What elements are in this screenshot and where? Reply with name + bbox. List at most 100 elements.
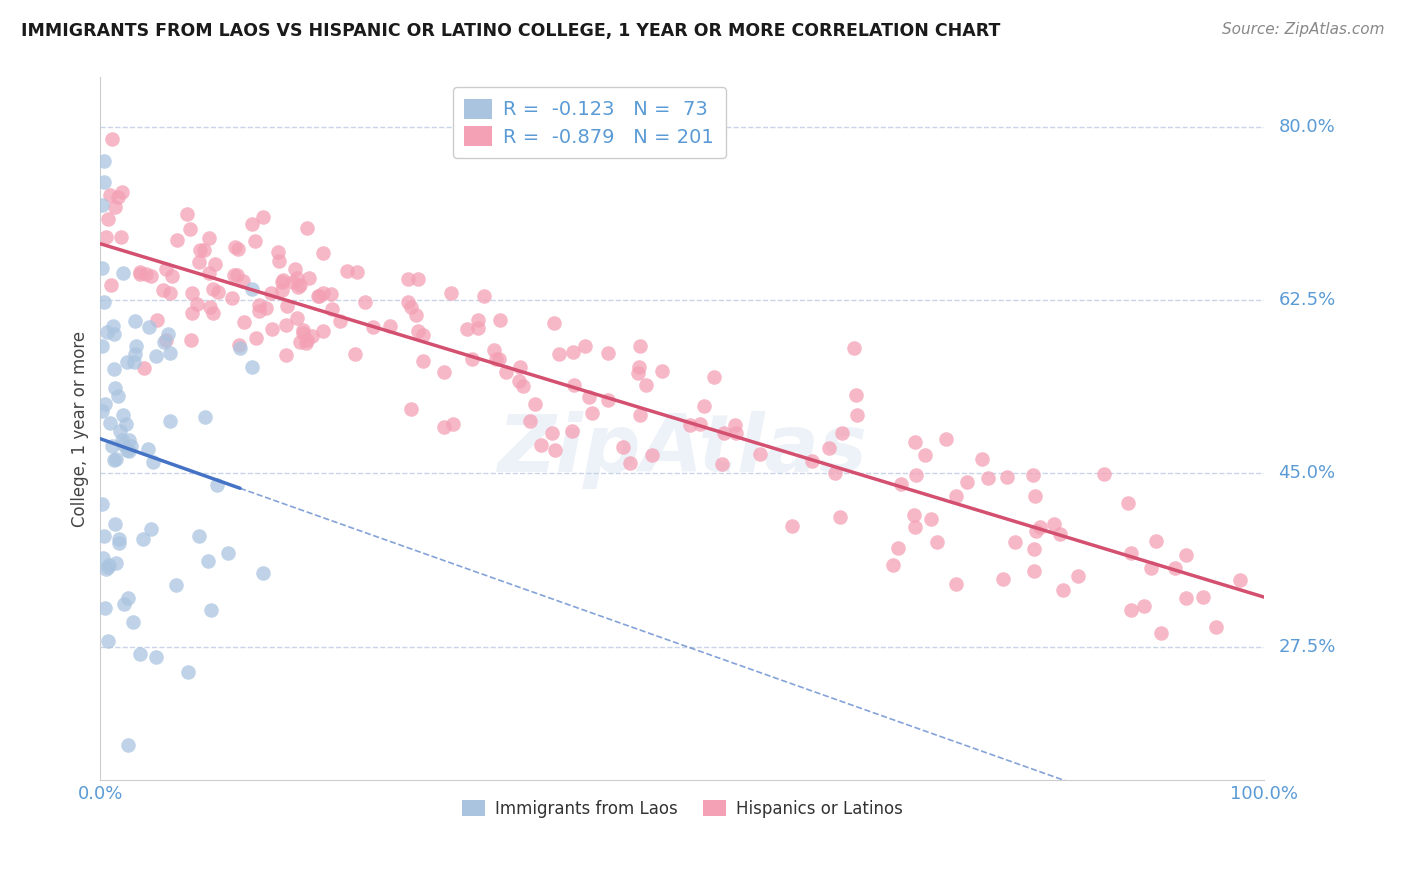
Point xyxy=(129,648,152,662)
Point xyxy=(112,597,135,611)
Point xyxy=(100,131,122,145)
Point xyxy=(180,334,202,348)
Point xyxy=(530,438,553,452)
Point xyxy=(139,522,162,536)
Point xyxy=(628,359,651,374)
Legend: Immigrants from Laos, Hispanics or Latinos: Immigrants from Laos, Hispanics or Latin… xyxy=(456,793,910,825)
Point xyxy=(817,441,839,455)
Point xyxy=(111,266,134,280)
Point xyxy=(689,417,711,432)
Point xyxy=(748,447,770,461)
Point xyxy=(800,453,823,467)
Point xyxy=(780,518,803,533)
Point xyxy=(224,240,246,254)
Point xyxy=(254,301,277,315)
Text: ZipAtlas: ZipAtlas xyxy=(498,411,868,489)
Point xyxy=(543,316,565,330)
Point xyxy=(105,556,128,570)
Point xyxy=(90,339,112,353)
Text: 62.5%: 62.5% xyxy=(1278,291,1336,310)
Point xyxy=(100,277,122,292)
Text: IMMIGRANTS FROM LAOS VS HISPANIC OR LATINO COLLEGE, 1 YEAR OR MORE CORRELATION C: IMMIGRANTS FROM LAOS VS HISPANIC OR LATI… xyxy=(21,22,1001,40)
Point xyxy=(540,425,562,440)
Point xyxy=(155,334,177,348)
Point xyxy=(240,282,263,296)
Point xyxy=(226,268,249,283)
Point xyxy=(945,489,967,503)
Text: 27.5%: 27.5% xyxy=(1278,638,1336,656)
Point xyxy=(1119,603,1142,617)
Point xyxy=(96,229,118,244)
Point xyxy=(90,497,112,511)
Text: 45.0%: 45.0% xyxy=(1278,465,1336,483)
Point xyxy=(433,420,456,434)
Point xyxy=(269,254,291,268)
Point xyxy=(200,603,222,617)
Point xyxy=(596,346,619,360)
Point xyxy=(186,297,208,311)
Point xyxy=(405,308,427,322)
Point xyxy=(354,295,377,310)
Point xyxy=(117,442,139,457)
Point xyxy=(271,283,294,297)
Point xyxy=(887,541,910,555)
Point xyxy=(188,255,211,269)
Point xyxy=(544,443,567,458)
Point xyxy=(509,359,531,374)
Point xyxy=(1092,467,1115,481)
Point xyxy=(292,326,315,340)
Point xyxy=(1067,568,1090,582)
Point xyxy=(117,738,139,752)
Point xyxy=(115,417,138,431)
Point xyxy=(98,416,121,430)
Point xyxy=(1146,533,1168,548)
Point xyxy=(628,339,651,353)
Point xyxy=(108,424,131,438)
Point xyxy=(287,280,309,294)
Point xyxy=(904,435,927,450)
Point xyxy=(276,348,298,362)
Point xyxy=(298,271,321,285)
Point xyxy=(193,243,215,257)
Point xyxy=(904,468,927,483)
Point xyxy=(111,408,134,422)
Point xyxy=(97,558,120,572)
Point xyxy=(312,246,335,260)
Point xyxy=(307,289,329,303)
Y-axis label: College, 1 year or more: College, 1 year or more xyxy=(72,331,89,527)
Point xyxy=(329,314,352,328)
Point xyxy=(188,529,211,543)
Point xyxy=(103,326,125,341)
Point xyxy=(628,409,651,423)
Point xyxy=(578,390,600,404)
Point xyxy=(247,304,270,318)
Point xyxy=(245,331,267,345)
Point xyxy=(842,341,865,355)
Point xyxy=(105,452,128,467)
Point xyxy=(920,512,942,526)
Point xyxy=(562,377,585,392)
Point xyxy=(724,417,747,432)
Point xyxy=(927,535,949,549)
Point xyxy=(295,220,318,235)
Point xyxy=(108,532,131,546)
Point xyxy=(179,222,201,236)
Point xyxy=(406,271,429,285)
Point xyxy=(165,578,187,592)
Point xyxy=(440,286,463,301)
Point xyxy=(1043,517,1066,532)
Point xyxy=(120,439,142,453)
Point xyxy=(252,210,274,224)
Point xyxy=(641,449,664,463)
Point xyxy=(97,633,120,648)
Point xyxy=(207,285,229,299)
Point xyxy=(1205,619,1227,633)
Point xyxy=(904,520,927,534)
Point xyxy=(679,418,702,433)
Point xyxy=(412,327,434,342)
Point xyxy=(308,289,330,303)
Point xyxy=(1140,561,1163,575)
Point xyxy=(396,294,419,309)
Point xyxy=(107,389,129,403)
Point xyxy=(159,345,181,359)
